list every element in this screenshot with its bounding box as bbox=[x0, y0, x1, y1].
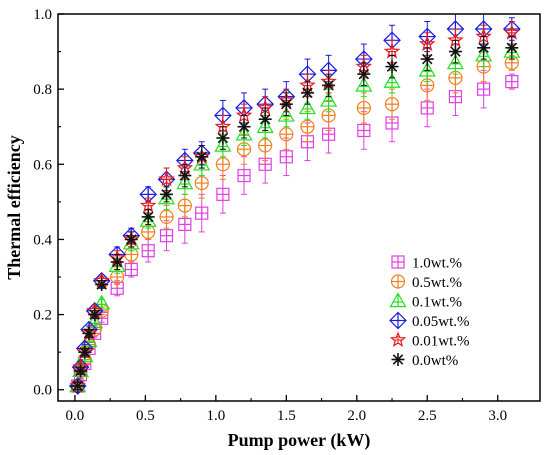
data-point bbox=[178, 169, 192, 183]
x-tick-label: 1.0 bbox=[206, 408, 225, 424]
data-point bbox=[420, 101, 434, 115]
x-tick-label: 2.5 bbox=[418, 408, 437, 424]
x-tick-label: 0.5 bbox=[136, 408, 155, 424]
data-point bbox=[322, 78, 336, 92]
data-point bbox=[71, 379, 85, 393]
data-point bbox=[95, 278, 109, 292]
data-point bbox=[357, 67, 371, 81]
data-point bbox=[139, 196, 157, 213]
data-point bbox=[216, 131, 230, 145]
data-point bbox=[82, 326, 96, 340]
axes: 0.0 0.5 1.0 1.5 2.0 2.5 3.0 0.0 0.2 0.4 0.6 0.8 1.0 bbox=[33, 7, 507, 424]
legend-item: 0.5wt.% bbox=[390, 274, 462, 291]
data-point bbox=[419, 35, 436, 52]
data-point bbox=[159, 229, 174, 243]
data-point bbox=[215, 157, 230, 172]
legend-marker bbox=[389, 331, 407, 348]
legend-marker bbox=[391, 353, 405, 366]
data-point bbox=[216, 187, 230, 201]
plot-frame bbox=[57, 13, 541, 402]
data-point bbox=[160, 187, 174, 201]
data-point bbox=[195, 206, 209, 220]
x-tick-label: 0.0 bbox=[66, 408, 85, 424]
data-point bbox=[194, 175, 209, 191]
data-point bbox=[477, 41, 491, 55]
data-point bbox=[158, 170, 175, 187]
legend-item: 0.0wt% bbox=[391, 353, 458, 369]
data-point bbox=[159, 209, 174, 224]
data-point bbox=[357, 123, 371, 138]
y-tick-label: 0.4 bbox=[33, 232, 52, 248]
data-point bbox=[420, 52, 434, 66]
x-axis-label: Pump power (kW) bbox=[228, 430, 371, 451]
y-tick-label: 0.0 bbox=[33, 383, 52, 399]
data-point bbox=[258, 138, 273, 153]
legend-label: 0.0wt% bbox=[412, 353, 458, 369]
y-axis-label: Thermal efficiency bbox=[4, 135, 24, 279]
data-point bbox=[503, 24, 521, 40]
data-point bbox=[300, 86, 314, 100]
data-point bbox=[448, 45, 462, 59]
data-point bbox=[300, 119, 315, 134]
legend-label: 0.01wt.% bbox=[412, 334, 470, 350]
data-point bbox=[74, 364, 88, 378]
data-point bbox=[110, 255, 124, 269]
x-tick-label: 3.0 bbox=[488, 408, 507, 424]
y-tick-label: 1.0 bbox=[33, 7, 52, 23]
data-point bbox=[356, 100, 371, 116]
legend-marker bbox=[391, 255, 405, 269]
x-tick-label: 2.0 bbox=[347, 408, 366, 424]
legend-label: 1.0wt.% bbox=[412, 256, 462, 272]
legend-item: 0.01wt.% bbox=[389, 331, 470, 350]
data-point bbox=[195, 150, 209, 164]
data-point bbox=[124, 232, 138, 246]
data-point bbox=[385, 60, 399, 74]
data-point bbox=[237, 168, 251, 183]
y-tick-label: 0.8 bbox=[33, 82, 52, 98]
x-tick-label: 1.5 bbox=[277, 408, 296, 424]
data-point bbox=[279, 127, 294, 142]
legend-marker bbox=[389, 292, 407, 308]
data-point bbox=[141, 210, 155, 224]
data-marks bbox=[68, 13, 521, 395]
legend-label: 0.05wt.% bbox=[412, 314, 470, 330]
data-point bbox=[88, 308, 102, 322]
data-point bbox=[384, 97, 400, 112]
data-point bbox=[78, 345, 92, 359]
data-point bbox=[258, 112, 272, 126]
legend-item: 0.1wt.% bbox=[389, 292, 462, 311]
data-point bbox=[237, 120, 251, 134]
legend: 1.0wt.% 0.5wt.% 0.1wt.% 0.05wt.% 0.01wt.% 0.0… bbox=[389, 255, 470, 369]
data-point bbox=[178, 217, 192, 232]
data-point bbox=[279, 97, 293, 111]
legend-item: 0.05wt.% bbox=[389, 311, 470, 330]
data-point bbox=[177, 198, 192, 213]
legend-label: 0.1wt.% bbox=[412, 295, 462, 311]
legend-item: 1.0wt.% bbox=[391, 255, 462, 272]
legend-marker bbox=[389, 311, 407, 330]
data-point bbox=[124, 262, 138, 277]
data-point bbox=[141, 244, 155, 258]
data-point bbox=[383, 42, 401, 59]
series-6 bbox=[71, 36, 519, 393]
y-tick-label: 0.2 bbox=[33, 308, 52, 324]
data-point bbox=[505, 75, 519, 89]
legend-label: 0.5wt.% bbox=[412, 275, 462, 291]
data-point bbox=[505, 41, 519, 55]
legend-marker bbox=[390, 274, 406, 289]
data-point bbox=[477, 82, 491, 96]
y-tick-label: 0.6 bbox=[33, 157, 52, 173]
data-point bbox=[279, 150, 293, 164]
